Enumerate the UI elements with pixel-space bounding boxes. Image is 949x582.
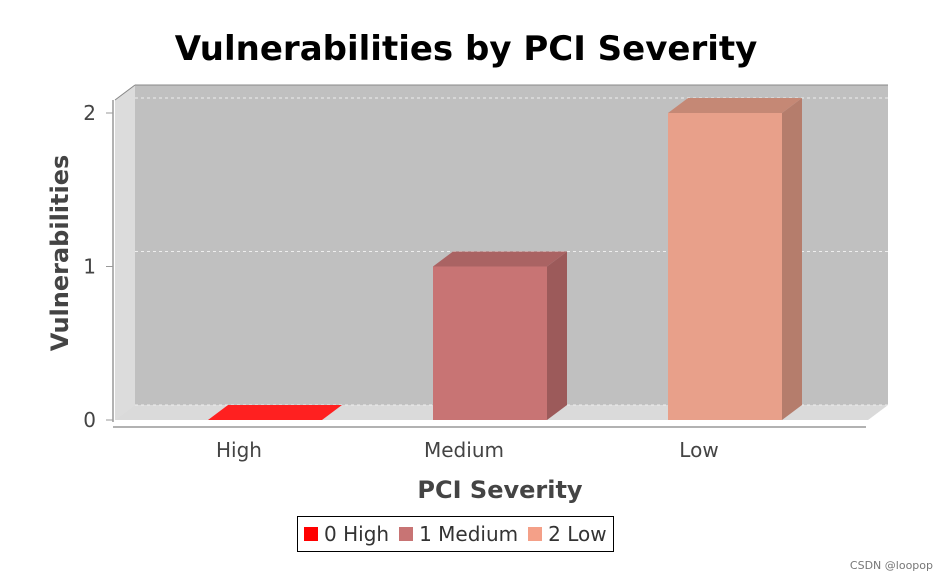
y-tick-label: 1	[83, 255, 96, 279]
y-ticks: 0 1 2	[83, 101, 113, 432]
x-tick-label: High	[216, 438, 262, 462]
legend-swatch	[399, 527, 414, 541]
x-axis-label: PCI Severity	[417, 476, 583, 504]
legend-label: Low	[567, 522, 607, 546]
x-tick-label: Medium	[424, 438, 504, 462]
x-tick-label: Low	[679, 438, 718, 462]
legend-count: 0	[324, 522, 337, 546]
bar-front	[433, 266, 547, 420]
legend-label: Medium	[438, 522, 519, 546]
legend: 0 High 1 Medium 2 Low	[297, 516, 614, 552]
legend-label: High	[343, 522, 390, 546]
bar-top	[208, 405, 342, 420]
plot-wall-edge	[114, 84, 136, 101]
bars	[208, 98, 802, 420]
legend-item-medium: 1 Medium	[399, 522, 518, 546]
x-ticks: High Medium Low	[216, 438, 719, 462]
bar-front	[668, 113, 782, 420]
legend-swatch	[304, 527, 318, 541]
watermark: CSDN @loopop	[849, 559, 933, 572]
legend-item-low: 2 Low	[528, 522, 607, 546]
chart-title: Vulnerabilities by PCI Severity	[175, 29, 758, 69]
bar-medium	[433, 251, 567, 420]
y-tick-label: 2	[83, 101, 96, 125]
legend-count: 1	[419, 522, 432, 546]
legend-item-high: 0 High	[304, 522, 389, 546]
bar-high	[208, 405, 342, 420]
legend-swatch	[528, 527, 543, 541]
y-axis-label: Vulnerabilities	[46, 155, 74, 352]
y-tick-label: 0	[83, 408, 96, 432]
legend-count: 2	[548, 522, 561, 546]
bar-top	[433, 251, 567, 267]
bar-low	[668, 98, 802, 420]
bar-side	[547, 251, 567, 420]
plot-left-wall	[115, 85, 135, 420]
bar-top	[668, 98, 802, 113]
bar-side	[782, 98, 802, 420]
